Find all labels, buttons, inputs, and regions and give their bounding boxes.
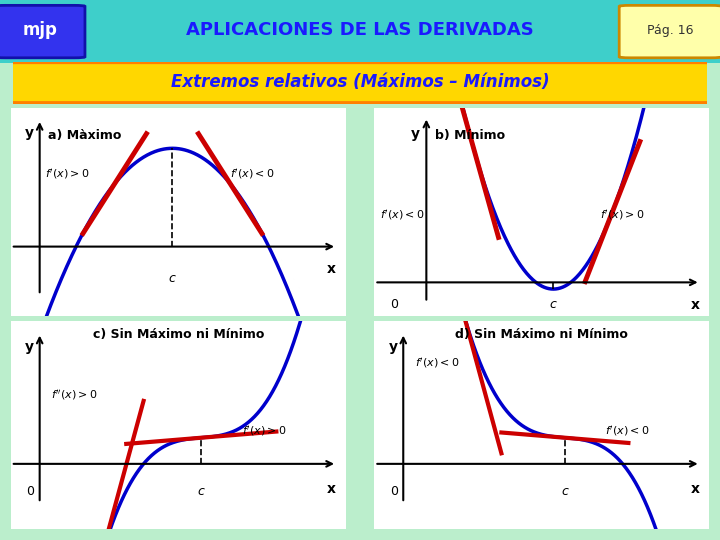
Text: $f'' (x) > 0$: $f'' (x) > 0$ bbox=[51, 388, 98, 402]
Text: y: y bbox=[25, 340, 34, 354]
Text: Extremos relativos (Máximos – Mínimos): Extremos relativos (Máximos – Mínimos) bbox=[171, 73, 549, 91]
Text: $f' (x) > 0$: $f' (x) > 0$ bbox=[242, 424, 286, 438]
Text: APLICACIONES DE LAS DERIVADAS: APLICACIONES DE LAS DERIVADAS bbox=[186, 21, 534, 39]
Text: Pág. 16: Pág. 16 bbox=[647, 24, 693, 37]
Text: x: x bbox=[691, 482, 700, 496]
Text: $c$: $c$ bbox=[561, 485, 570, 498]
Text: $c$: $c$ bbox=[197, 485, 206, 498]
Text: mjp: mjp bbox=[22, 21, 57, 39]
Text: x: x bbox=[691, 299, 700, 313]
FancyBboxPatch shape bbox=[0, 63, 720, 103]
Text: b) Mínimo: b) Mínimo bbox=[435, 129, 505, 142]
Text: $f' (x) < 0$: $f' (x) < 0$ bbox=[380, 208, 425, 222]
Text: $f' (x) > 0$: $f' (x) > 0$ bbox=[600, 208, 644, 222]
Text: x: x bbox=[328, 482, 336, 496]
Text: a) Màximo: a) Màximo bbox=[48, 129, 122, 142]
Text: $c$: $c$ bbox=[549, 299, 558, 312]
Text: d) Sin Máximo ni Mínimo: d) Sin Máximo ni Mínimo bbox=[455, 328, 629, 341]
Text: $c$: $c$ bbox=[168, 272, 177, 285]
Text: $0$: $0$ bbox=[27, 485, 35, 498]
FancyBboxPatch shape bbox=[0, 0, 720, 63]
Text: y: y bbox=[410, 127, 420, 141]
Text: c) Sin Máximo ni Mínimo: c) Sin Máximo ni Mínimo bbox=[92, 328, 264, 341]
Text: $0$: $0$ bbox=[390, 299, 399, 312]
Text: $0$: $0$ bbox=[390, 485, 399, 498]
Text: y: y bbox=[389, 340, 397, 354]
Text: $f' (x) < 0$: $f' (x) < 0$ bbox=[606, 424, 649, 438]
FancyBboxPatch shape bbox=[0, 58, 720, 107]
FancyBboxPatch shape bbox=[619, 5, 720, 58]
Text: x: x bbox=[328, 262, 336, 276]
Text: $f' (x) > 0$: $f' (x) > 0$ bbox=[45, 167, 90, 181]
FancyBboxPatch shape bbox=[0, 5, 85, 58]
Text: y: y bbox=[25, 126, 34, 140]
Text: $f' (x) < 0$: $f' (x) < 0$ bbox=[415, 356, 459, 370]
Text: $f' (x) < 0$: $f' (x) < 0$ bbox=[230, 167, 274, 181]
